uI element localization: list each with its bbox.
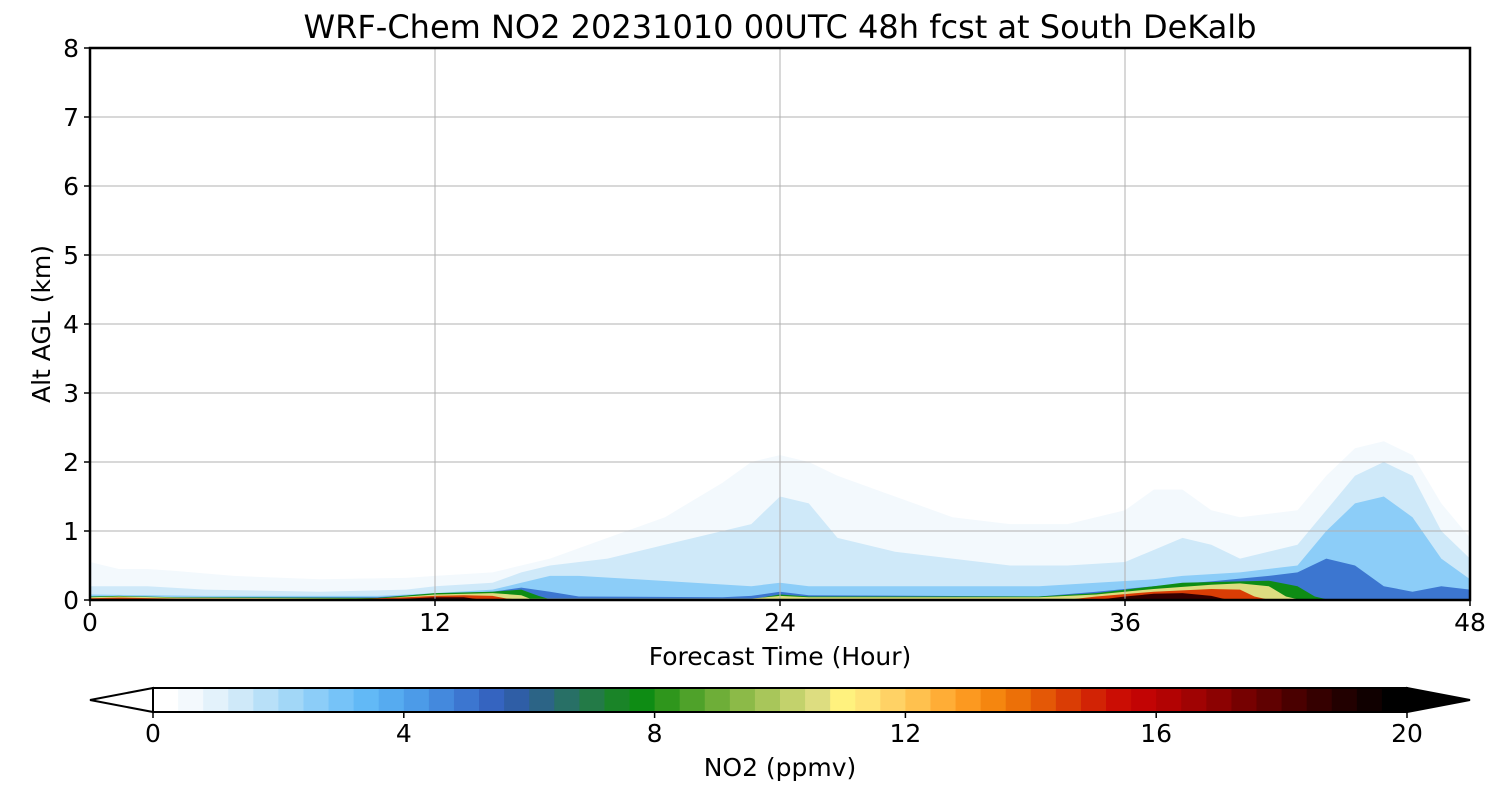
colorbar-cell [303, 688, 330, 712]
y-tick-label: 4 [63, 310, 79, 339]
colorbar-cell [328, 688, 355, 712]
colorbar-cell [780, 688, 806, 712]
colorbar-cell [855, 688, 881, 712]
colorbar-cell [1156, 688, 1182, 712]
colorbar-cells [153, 688, 1408, 712]
x-tick-label: 12 [419, 608, 451, 637]
colorbar-cell [554, 688, 580, 712]
x-tick-label: 0 [82, 608, 98, 637]
x-axis-label: Forecast Time (Hour) [649, 642, 912, 671]
colorbar-cell [1106, 688, 1132, 712]
colorbar-cell [754, 688, 781, 712]
y-tick-label: 6 [63, 172, 79, 201]
colorbar-cell [1356, 688, 1383, 712]
colorbar-cell [228, 688, 254, 712]
colorbar-cell [955, 688, 982, 712]
colorbar-cell [479, 688, 505, 712]
colorbar-cell [278, 688, 305, 712]
y-tick-label: 5 [63, 241, 79, 270]
colorbar-cell [1331, 688, 1358, 712]
x-tick-label: 48 [1454, 608, 1486, 637]
colorbar-cell [1181, 688, 1207, 712]
colorbar-cell [729, 688, 756, 712]
colorbar-over-extension [1406, 686, 1471, 714]
colorbar-cell [153, 688, 179, 712]
colorbar-cell [604, 688, 631, 712]
chart-title: WRF-Chem NO2 20231010 00UTC 48h fcst at … [304, 8, 1257, 46]
colorbar-cell [504, 688, 530, 712]
colorbar-frame [152, 687, 1408, 713]
colorbar-tick-label: 0 [145, 719, 161, 748]
colorbar-cell [1080, 688, 1107, 712]
colorbar-cell [253, 688, 279, 712]
colorbar-cell [930, 688, 957, 712]
y-tick-label: 2 [63, 448, 79, 477]
colorbar-cell [1281, 688, 1308, 712]
colorbar-cell [428, 688, 455, 712]
colorbar-cell [654, 688, 681, 712]
colorbar-tick-label: 16 [1140, 719, 1172, 748]
y-tick-label: 0 [63, 586, 79, 615]
colorbar-under-extension [89, 686, 154, 714]
colorbar-cell [353, 688, 380, 712]
colorbar-label: NO2 (ppmv) [704, 753, 857, 782]
colorbar-cell [1231, 688, 1258, 712]
y-tick-label: 8 [63, 34, 79, 63]
y-axis-ticks: 0 1 2 3 4 5 6 7 8 [63, 34, 90, 615]
colorbar-tick-label: 8 [647, 719, 663, 748]
y-tick-label: 1 [63, 517, 79, 546]
colorbar-cell [980, 688, 1007, 712]
colorbar-cell [805, 688, 831, 712]
colorbar-cell [203, 688, 229, 712]
colorbar-cell [529, 688, 555, 712]
colorbar-cell [1206, 688, 1233, 712]
colorbar-cell [453, 688, 480, 712]
colorbar-ticks: 0 4 8 12 16 20 [145, 712, 1423, 748]
colorbar-cell [1256, 688, 1283, 712]
colorbar-cell [880, 688, 906, 712]
colorbar-tick-label: 12 [889, 719, 921, 748]
colorbar-cell [403, 688, 430, 712]
y-tick-label: 7 [63, 103, 79, 132]
colorbar-cell [1005, 688, 1032, 712]
colorbar-cell [579, 688, 606, 712]
colorbar-cell [1381, 688, 1408, 712]
colorbar-tick-label: 4 [396, 719, 412, 748]
y-tick-label: 3 [63, 379, 79, 408]
colorbar-cell [1306, 688, 1333, 712]
colorbar-tick-label: 20 [1391, 719, 1423, 748]
colorbar-cell [679, 688, 706, 712]
colorbar-cell [378, 688, 405, 712]
colorbar-cell [704, 688, 731, 712]
x-axis-ticks: 0 12 24 36 48 [82, 600, 1486, 637]
colorbar-cell [1131, 688, 1157, 712]
x-tick-label: 36 [1109, 608, 1141, 637]
plot-area [88, 46, 1472, 602]
colorbar-cell [1030, 688, 1057, 712]
y-axis-label: Alt AGL (km) [27, 245, 56, 403]
colorbar-cell [1055, 688, 1082, 712]
colorbar-cell [629, 688, 656, 712]
colorbar: 0 4 8 12 16 20 NO2 (ppmv) [89, 686, 1471, 782]
x-tick-label: 24 [764, 608, 796, 637]
colorbar-cell [178, 688, 204, 712]
colorbar-cell [905, 688, 932, 712]
colorbar-cell [830, 688, 856, 712]
